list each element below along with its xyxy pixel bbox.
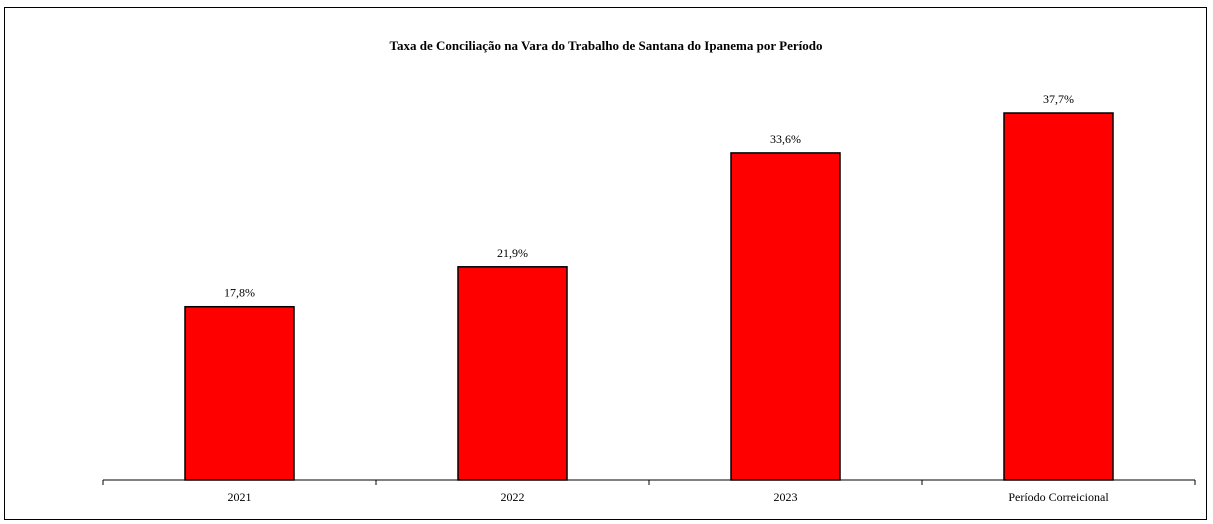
bar-value-label-3: 37,7% xyxy=(1043,92,1074,106)
bar-1 xyxy=(457,266,568,481)
chart-frame: Taxa de Conciliação na Vara do Trabalho … xyxy=(4,7,1207,520)
bar-chart: Taxa de Conciliação na Vara do Trabalho … xyxy=(102,38,1196,504)
bar-value-label-2: 33,6% xyxy=(770,132,801,146)
bar-2 xyxy=(730,152,841,481)
x-tick-label-1: 2022 xyxy=(501,490,525,504)
value-labels-group: 17,8% 21,9% 33,6% 37,7% xyxy=(224,92,1074,300)
bar-value-label-1: 21,9% xyxy=(497,246,528,260)
x-axis-ticks xyxy=(102,480,1196,485)
x-tick-label-2: 2023 xyxy=(774,490,798,504)
chart-title: Taxa de Conciliação na Vara do Trabalho … xyxy=(390,38,823,53)
bars-group xyxy=(184,112,1114,481)
x-tick-label-3: Período Correicional xyxy=(1008,490,1109,504)
bar-3 xyxy=(1003,112,1114,481)
bar-value-label-0: 17,8% xyxy=(224,286,255,300)
bar-0 xyxy=(184,305,295,481)
x-tick-label-0: 2021 xyxy=(228,490,252,504)
x-axis-tick-labels: 2021 2022 2023 Período Correicional xyxy=(228,490,1110,504)
